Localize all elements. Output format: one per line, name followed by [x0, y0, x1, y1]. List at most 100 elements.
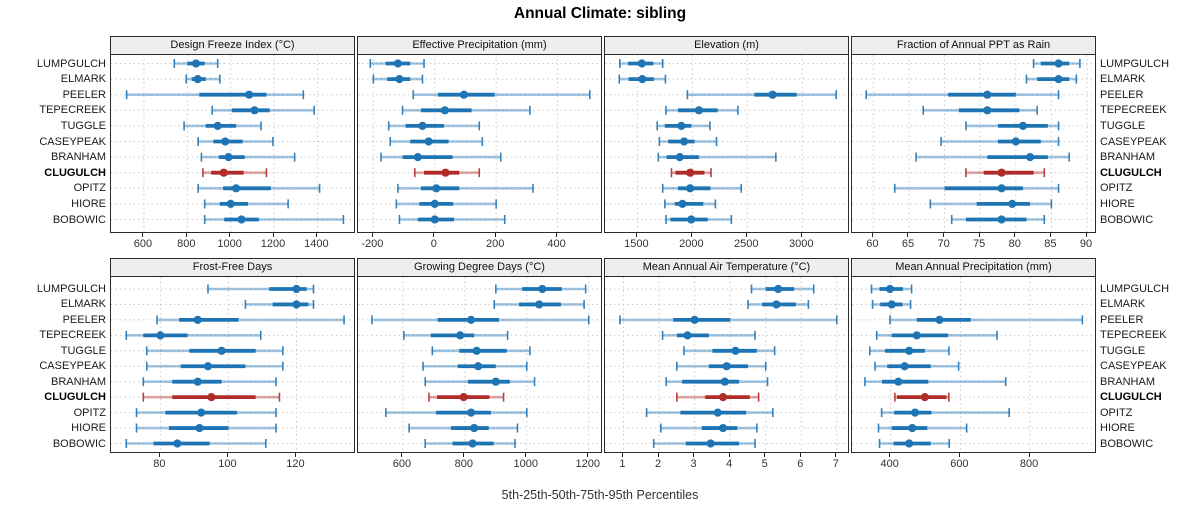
axis-tick-label: 800: [1019, 458, 1039, 470]
axis-tick-label: 65: [901, 238, 915, 250]
percentile-mark-clugulch: [413, 168, 481, 178]
percentile-mark-tuggle: [965, 121, 1060, 131]
site-label-lumpgulch: LUMPGULCH: [1100, 57, 1170, 70]
percentile-mark-caseypeak: [874, 361, 960, 371]
panel-canvas: [605, 55, 848, 232]
percentile-mark-elmark: [244, 299, 315, 309]
axis-tick-label: 70: [937, 238, 950, 250]
site-label-caseypeak: CASEYPEAK: [1100, 135, 1167, 148]
percentile-mark-branham: [915, 152, 1071, 162]
axis-tick-label: 2: [654, 458, 662, 470]
percentile-mark-lumpgulch: [750, 284, 815, 294]
axis-tick-mark: [978, 233, 980, 237]
axis-tick-mark: [693, 453, 695, 457]
axis-tick-mark: [635, 233, 637, 237]
axis-tick-label: 2000: [679, 238, 704, 250]
site-label-elmark: ELMARK: [1100, 298, 1146, 311]
percentile-mark-lumpgulch: [369, 59, 425, 68]
percentile-mark-opitz: [197, 183, 321, 193]
axis-tick-mark: [958, 453, 960, 457]
panel-canvas: [852, 277, 1095, 452]
axis-tick-label: 400: [880, 458, 899, 470]
percentile-mark-elmark: [1025, 74, 1078, 84]
axis-tick-mark: [871, 233, 873, 237]
site-label-opitz: OPITZ: [73, 406, 106, 419]
percentile-mark-peeler: [412, 90, 591, 100]
axis-tick-mark: [889, 453, 891, 457]
percentile-mark-tepecreek: [401, 105, 531, 115]
panel-mean-annual-air-temperature-c: Mean Annual Air Temperature (°C): [604, 258, 849, 453]
percentile-mark-branham: [864, 377, 1007, 387]
percentile-mark-opitz: [661, 183, 743, 193]
axis-tick-mark: [229, 233, 231, 237]
site-label-elmark: ELMARK: [1100, 73, 1146, 86]
site-label-branham: BRANHAM: [50, 151, 106, 164]
axis-tick-mark: [494, 233, 496, 237]
panel-mean-annual-precipitation-mm: Mean Annual Precipitation (mm): [851, 258, 1096, 453]
panel-canvas: [852, 55, 1095, 232]
percentile-mark-tepecreek: [125, 330, 262, 340]
axis-tick-label: 600: [392, 458, 412, 470]
site-label-tepecreek: TEPECREEK: [1100, 104, 1167, 117]
axis-tick-label: 90: [1079, 238, 1093, 250]
site-label-hiore: HIORE: [1100, 422, 1135, 435]
percentile-mark-peeler: [371, 315, 590, 325]
percentile-mark-caseypeak: [197, 137, 274, 146]
site-label-clugulch: CLUGULCH: [44, 166, 106, 179]
percentile-mark-branham: [142, 377, 277, 387]
percentile-mark-hiore: [660, 423, 758, 433]
site-label-peeler: PEELER: [1100, 88, 1144, 101]
percentile-mark-peeler: [889, 315, 1084, 325]
percentile-mark-lumpgulch: [870, 284, 913, 294]
panel-title-growing-degree-days-c: Growing Degree Days (°C): [357, 258, 602, 277]
axis-tick-mark: [799, 453, 801, 457]
site-label-branham: BRANHAM: [50, 375, 106, 388]
site-label-tuggle: TUGGLE: [60, 119, 106, 132]
panel-title-mean-annual-precipitation-mm: Mean Annual Precipitation (mm): [851, 258, 1096, 277]
percentile-mark-branham: [424, 377, 536, 387]
panel-plot-area: [604, 277, 849, 453]
panel-title-mean-annual-air-temperature-c: Mean Annual Air Temperature (°C): [604, 258, 849, 277]
site-label-opitz: OPITZ: [73, 182, 106, 195]
axis-tick-label: 85: [1044, 238, 1057, 250]
percentile-mark-bobowic: [652, 439, 756, 448]
percentile-mark-opitz: [893, 183, 1060, 193]
site-label-peeler: PEELER: [62, 88, 106, 101]
site-label-hiore: HIORE: [71, 422, 106, 435]
percentile-mark-clugulch: [428, 392, 505, 402]
percentile-mark-tuggle: [683, 346, 776, 356]
axis-tick-mark: [185, 233, 187, 237]
axis-tick-label: 6: [797, 458, 804, 470]
axis-tick-label: 5: [761, 458, 768, 470]
percentile-mark-tuggle: [183, 121, 262, 131]
site-label-branham: BRANHAM: [1100, 375, 1156, 388]
site-label-tuggle: TUGGLE: [1100, 119, 1146, 132]
panel-plot-area: [851, 277, 1096, 453]
axis-tick-mark: [525, 453, 527, 457]
percentile-mark-tuggle: [431, 346, 531, 356]
percentile-mark-branham: [380, 152, 502, 162]
panel-canvas: [111, 55, 354, 232]
axis-tick-mark: [835, 453, 837, 457]
percentile-mark-elmark: [618, 74, 667, 84]
axis-tick-label: 600: [950, 458, 969, 470]
site-label-caseypeak: CASEYPEAK: [39, 360, 106, 373]
axis-tick-label: 75: [973, 238, 986, 250]
percentile-mark-tuggle: [868, 346, 950, 356]
axis-tick-mark: [587, 453, 589, 457]
axis-tick-label: 800: [177, 238, 196, 250]
site-label-peeler: PEELER: [62, 313, 106, 326]
site-label-bobowic: BOBOWIC: [1100, 437, 1154, 450]
axis-tick-mark: [621, 453, 623, 457]
percentile-mark-hiore: [395, 199, 497, 209]
percentile-mark-hiore: [203, 199, 289, 209]
axis-tick-mark: [315, 233, 317, 237]
percentile-mark-tepecreek: [922, 105, 1038, 115]
panel-canvas: [358, 277, 601, 452]
percentile-mark-opitz: [385, 408, 528, 418]
percentile-mark-lumpgulch: [1032, 59, 1081, 68]
axis-tick-mark: [745, 233, 747, 237]
panel-plot-area: [851, 55, 1096, 233]
x-axis-mean-annual-air-temperature-c: 1 2 3 4 5 6 7: [604, 453, 849, 475]
